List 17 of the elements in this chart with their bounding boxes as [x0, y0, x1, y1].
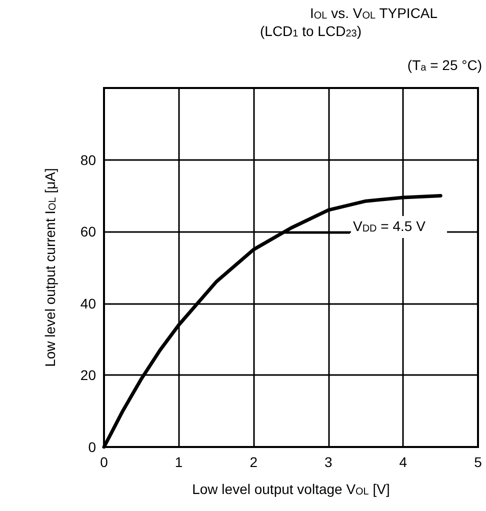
chart-title: IOL vs. VOL TYPICAL [310, 5, 438, 22]
x-tick-label: 4 [399, 454, 408, 470]
y-tick-label: 80 [80, 152, 96, 168]
y-axis-title: Low level output current IOL [μA] [42, 168, 58, 367]
x-axis-title: Low level output voltage VOL [V] [192, 481, 390, 498]
annotation: VDD = 4.5 V [353, 218, 426, 234]
y-tick-label: 60 [80, 224, 96, 240]
y-tick-label: 0 [88, 439, 96, 455]
x-tick-label: 1 [174, 454, 183, 470]
y-tick-label: 20 [80, 367, 96, 384]
x-tick-label: 2 [250, 454, 258, 470]
x-tick-label: 3 [324, 454, 332, 470]
x-tick-label: 5 [474, 454, 482, 470]
chart-subtitle: (LCD1 to LCD23) [260, 23, 362, 40]
text: (Ta = 25 °C) [407, 57, 482, 74]
x-tick-label: 0 [100, 454, 108, 470]
y-tick-label: 40 [80, 295, 96, 312]
